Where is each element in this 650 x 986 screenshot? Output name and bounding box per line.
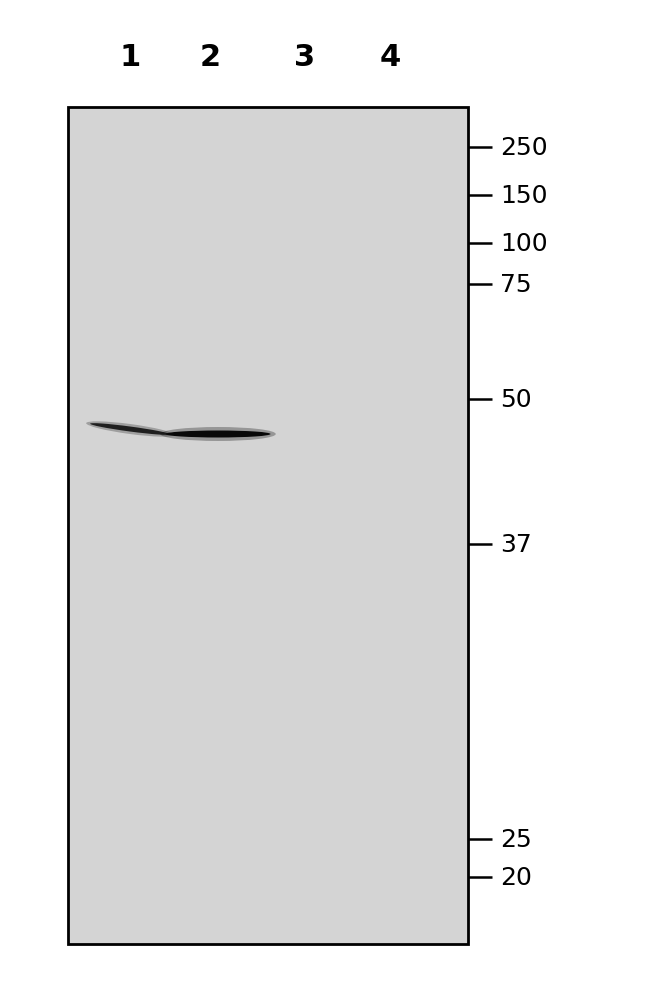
Text: 2: 2: [200, 43, 220, 72]
Text: 20: 20: [500, 865, 532, 889]
Ellipse shape: [86, 422, 174, 437]
Text: 100: 100: [500, 232, 547, 255]
Ellipse shape: [161, 428, 276, 442]
Ellipse shape: [90, 424, 170, 436]
Text: 3: 3: [294, 43, 315, 72]
Ellipse shape: [166, 431, 270, 438]
Text: 50: 50: [500, 387, 532, 411]
Text: 150: 150: [500, 183, 547, 208]
Text: 37: 37: [500, 532, 532, 556]
Text: 1: 1: [120, 43, 140, 72]
Text: 25: 25: [500, 827, 532, 851]
Text: 250: 250: [500, 136, 547, 160]
Bar: [68, 107, 468, 944]
Text: 75: 75: [500, 273, 532, 297]
Text: 4: 4: [380, 43, 400, 72]
